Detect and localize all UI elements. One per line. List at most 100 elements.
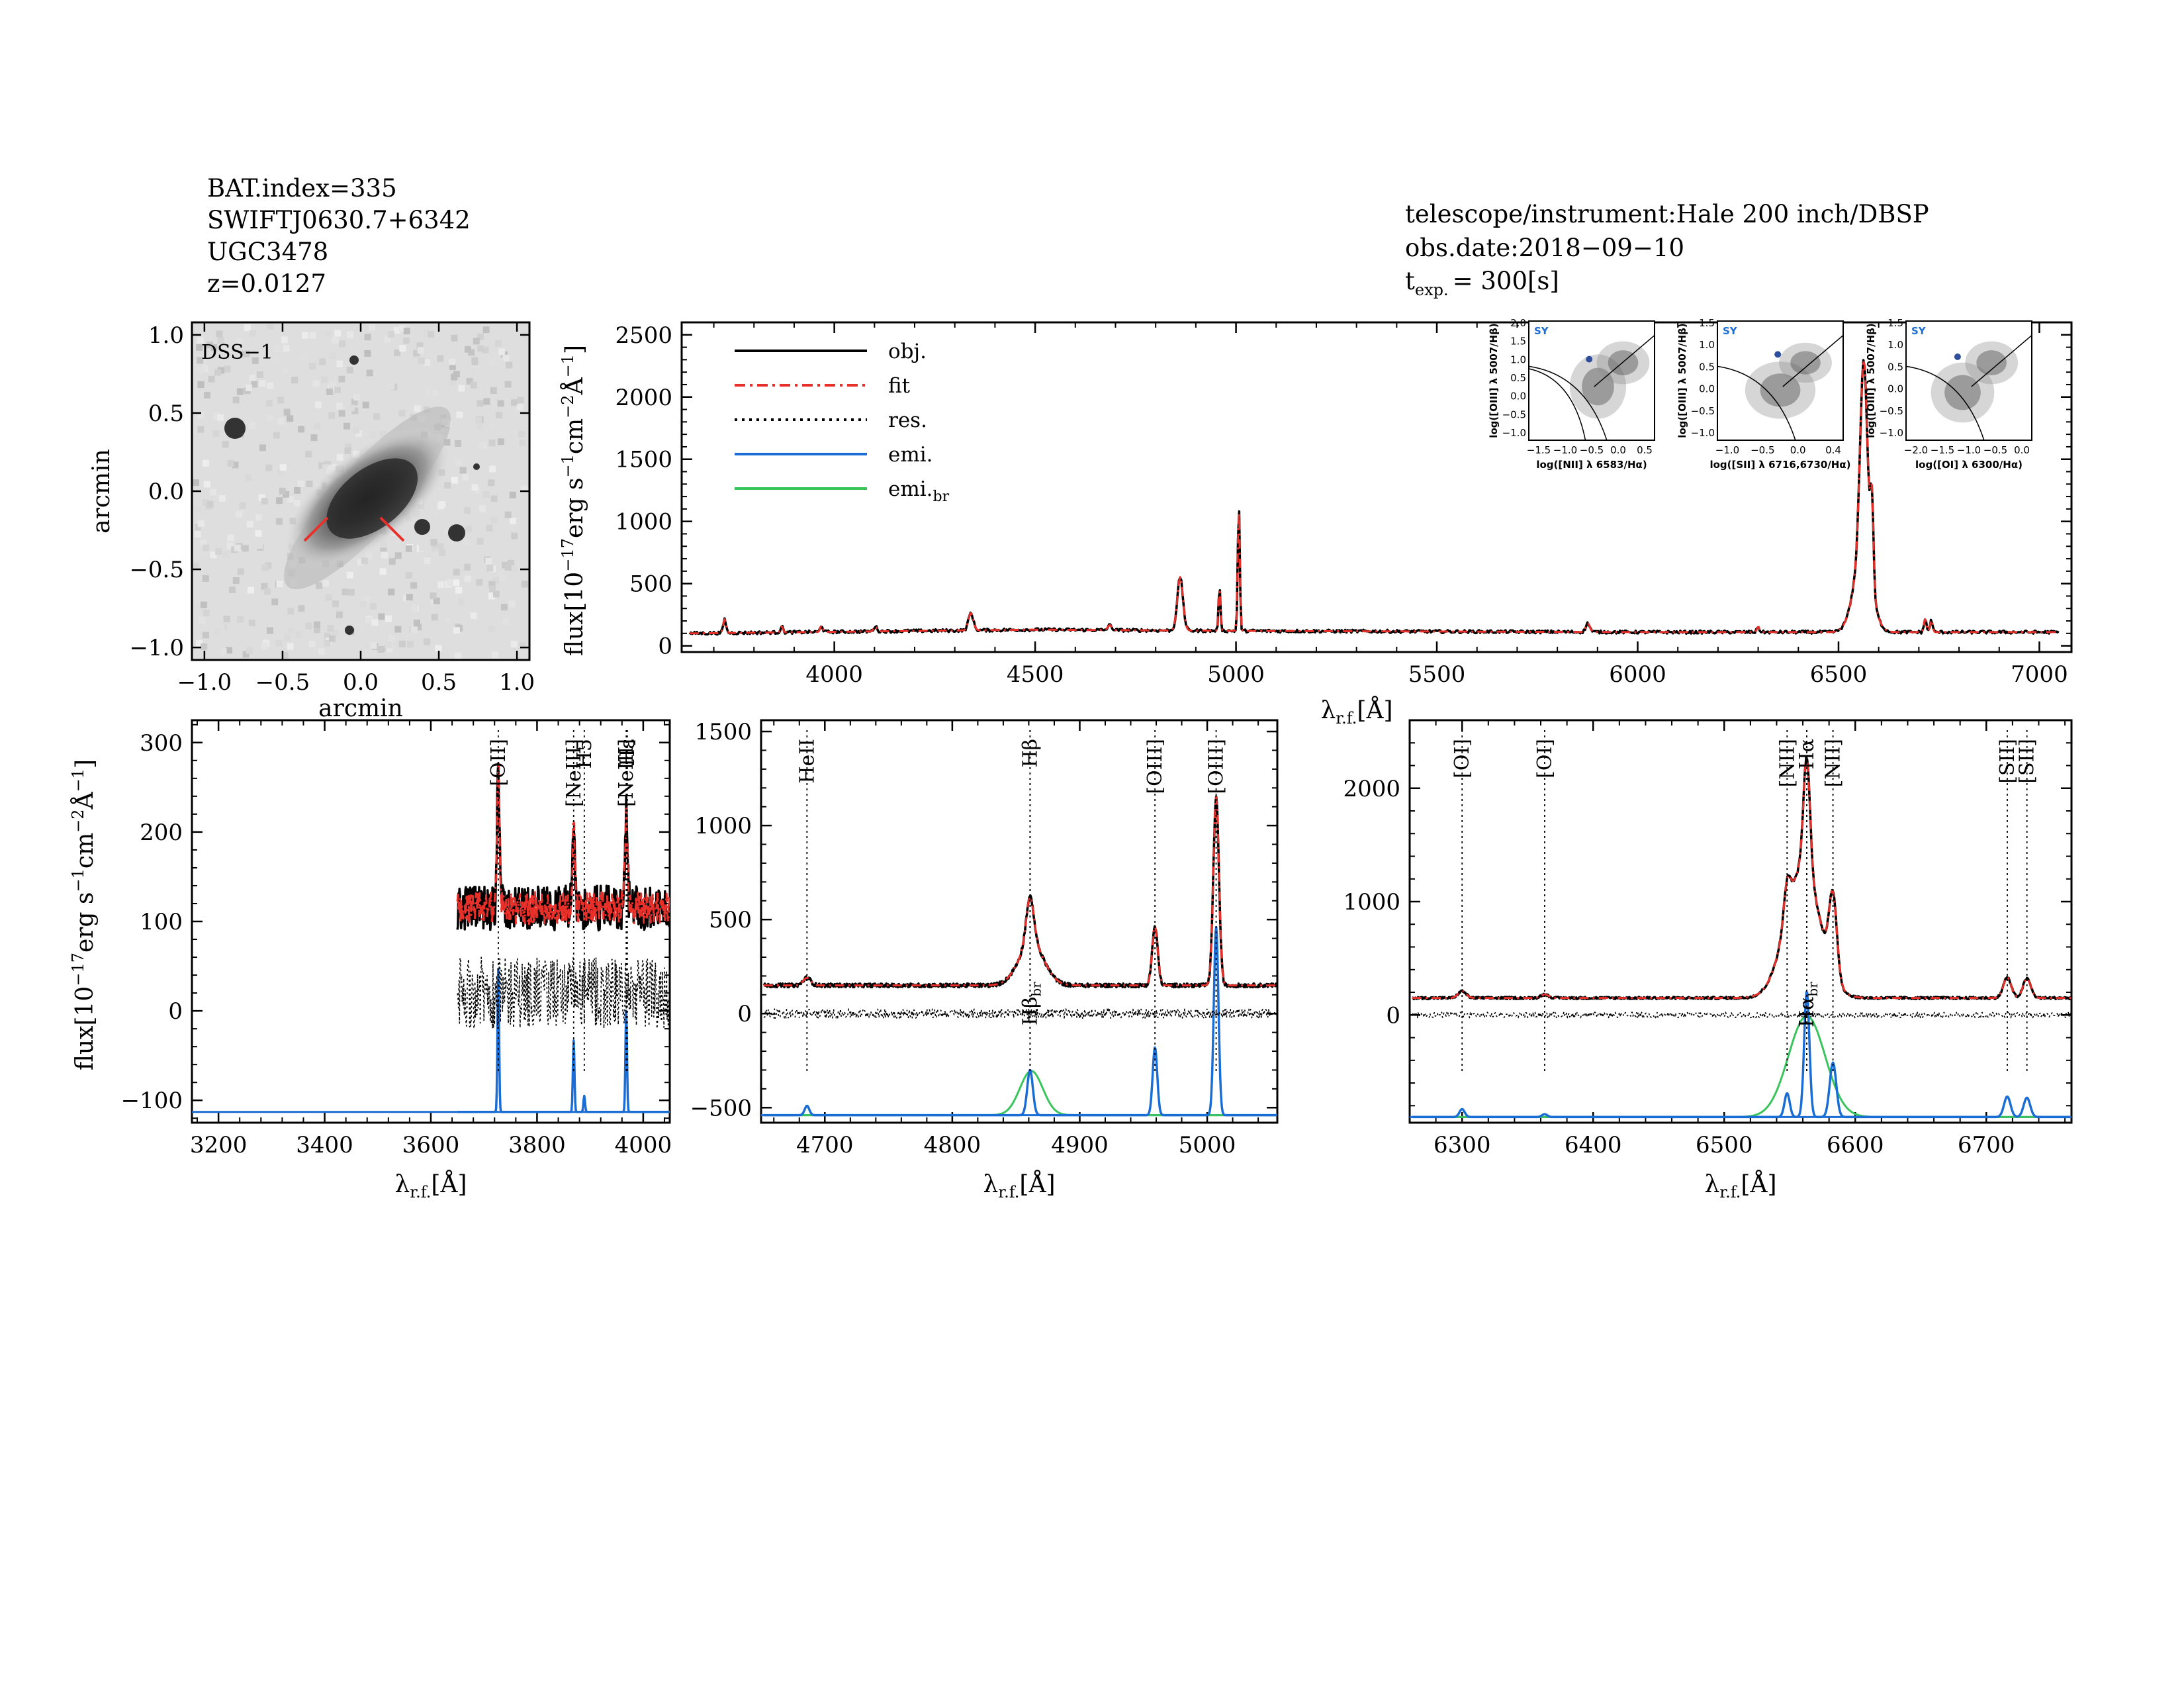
image-noise xyxy=(424,557,431,565)
bpt-y-label: log([OIII] λ 5007/Hβ) xyxy=(1865,323,1877,438)
image-noise xyxy=(353,393,361,400)
image-noise xyxy=(327,625,334,632)
bpt-y-tick: −1.0 xyxy=(1691,427,1715,439)
image-noise xyxy=(411,604,418,612)
image-noise xyxy=(199,617,206,624)
series-res xyxy=(763,1008,1277,1019)
bpt-y-tick: 0.0 xyxy=(1888,383,1903,395)
series-fit xyxy=(763,796,1277,987)
image-noise xyxy=(265,562,272,569)
bpt-x-tick: 0.0 xyxy=(2014,444,2030,456)
image-noise xyxy=(418,544,426,551)
image-noise xyxy=(477,400,484,407)
x-tick-label: 6600 xyxy=(1827,1132,1884,1158)
image-noise xyxy=(236,338,244,346)
line-label: Hα xyxy=(1796,739,1819,769)
series-res xyxy=(457,957,670,1029)
series-res xyxy=(1412,1011,2071,1019)
image-noise xyxy=(385,615,392,622)
image-noise xyxy=(509,518,516,525)
x-tick-label: 6500 xyxy=(1696,1132,1753,1158)
image-noise xyxy=(351,407,359,414)
image-noise xyxy=(405,571,412,579)
image-noise xyxy=(232,397,240,404)
image-noise xyxy=(343,422,351,430)
x-tick-label: 5500 xyxy=(1408,661,1466,688)
image-noise xyxy=(266,400,273,407)
image-noise xyxy=(283,345,290,352)
legend-label-1: fit xyxy=(888,374,911,398)
image-noise xyxy=(455,652,462,659)
image-noise xyxy=(208,375,215,383)
image-noise xyxy=(236,510,243,518)
image-noise xyxy=(267,382,274,389)
image-noise xyxy=(519,642,526,649)
image-noise xyxy=(430,592,437,600)
image-noise xyxy=(482,491,490,498)
x-tick-label: 6000 xyxy=(1609,661,1666,688)
header-right: telescope/instrument:Hale 200 inch/DBSP … xyxy=(1405,200,1929,299)
bpt-density-core xyxy=(1976,350,2007,375)
bpt-x-tick: −1.0 xyxy=(1957,444,1981,456)
image-noise xyxy=(344,447,351,454)
bpt-y-tick: 0.5 xyxy=(1699,361,1715,373)
image-noise xyxy=(418,357,425,364)
image-noise xyxy=(471,359,478,366)
plot-frame xyxy=(680,321,2073,653)
image-noise xyxy=(347,331,354,338)
image-noise xyxy=(194,530,201,538)
legend: obj. fit res. emi. emi.br xyxy=(735,340,950,505)
image-noise xyxy=(449,379,457,386)
bpt-density-core xyxy=(1944,375,1981,410)
image-noise xyxy=(210,551,217,559)
x-tick-label: 5000 xyxy=(1179,1132,1236,1158)
image-noise xyxy=(364,350,371,357)
series-emi-br xyxy=(763,1070,1277,1117)
image-noise xyxy=(416,342,424,350)
image-noise xyxy=(405,545,412,552)
line-label: [NeIII] xyxy=(615,739,638,807)
bpt-y-tick: −0.5 xyxy=(1691,405,1715,417)
image-noise xyxy=(417,347,424,354)
series-obj xyxy=(762,795,1277,989)
halpha-zoom-panel: 6300 6400 6500 6600 6700 0 1000 2000 [OI] [OI] [NI… xyxy=(1343,719,2073,1201)
image-noise xyxy=(329,352,336,359)
y-axis-label: flux[10−17erg s−1cm−2Å−1] xyxy=(559,345,588,656)
galaxy-core xyxy=(326,458,418,539)
y-axis-label: flux[10−17erg s−1cm−2Å−1] xyxy=(69,759,99,1070)
image-noise xyxy=(255,514,263,521)
x-tick-label: 4900 xyxy=(1051,1132,1109,1158)
image-noise xyxy=(244,324,251,331)
image-noise xyxy=(432,390,439,397)
image-noise xyxy=(248,620,255,627)
image-noise xyxy=(394,552,402,559)
image-noise xyxy=(510,641,518,648)
image-noise xyxy=(313,621,320,628)
bpt-y-tick: −0.5 xyxy=(1502,408,1526,420)
image-noise xyxy=(214,369,221,376)
image-noise xyxy=(200,601,207,608)
image-noise xyxy=(267,322,274,330)
image-noise xyxy=(457,598,465,605)
image-noise xyxy=(246,520,253,528)
image-noise xyxy=(377,646,385,653)
image-noise xyxy=(347,588,355,596)
image-noise xyxy=(283,408,291,416)
image-noise xyxy=(366,369,373,377)
y-tick-label: 0.5 xyxy=(148,400,184,427)
y-tick-label: 0.0 xyxy=(148,479,184,505)
image-noise xyxy=(314,626,321,633)
x-axis-label: λr.f.[Å] xyxy=(1704,1170,1776,1201)
image-noise xyxy=(256,371,263,378)
bpt-y-tick: −1.0 xyxy=(1502,427,1526,439)
image-noise xyxy=(197,337,204,344)
image-noise xyxy=(306,481,313,488)
image-noise xyxy=(388,558,396,565)
header-redshift: z=0.0127 xyxy=(207,269,326,298)
image-noise xyxy=(437,581,445,588)
y-tick-label: 100 xyxy=(140,909,183,935)
header-galaxy-name: UGC3478 xyxy=(207,238,328,266)
header-obs-date: obs.date:2018−09−10 xyxy=(1405,234,1684,262)
image-noise xyxy=(394,626,402,633)
x-tick-label: 7000 xyxy=(2011,661,2068,688)
